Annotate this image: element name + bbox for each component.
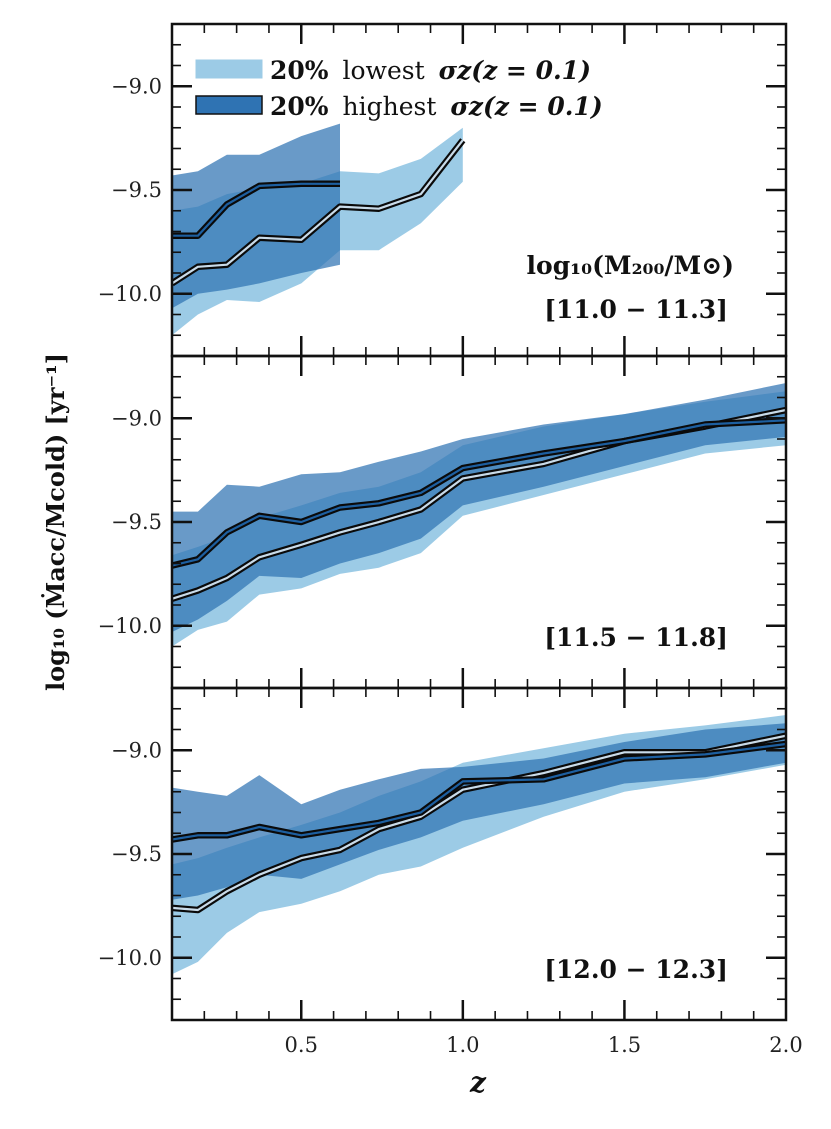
panel-plot-area — [172, 383, 786, 647]
y-tick-label: −9.5 — [111, 842, 162, 866]
panel-ticks — [172, 356, 786, 688]
band-high — [172, 383, 786, 632]
legend-low-sigma: σz(z = 0.1) — [439, 56, 591, 85]
band-high — [172, 123, 340, 309]
panel-plot-area — [172, 123, 466, 336]
panels: −9.0 −9.5 −10.0 [11.0 − 11.3] −9.0 −9.5 −10.0 [… — [98, 22, 803, 1057]
median-line-high — [172, 742, 786, 841]
legend-low-text: lowest — [343, 56, 425, 85]
legend-low-pct: 20% — [270, 56, 329, 85]
panel-ticks — [172, 688, 786, 1020]
legend-entry-low: 20% lowest σz(z = 0.1) — [270, 56, 591, 85]
legend-high-text: highest — [343, 92, 437, 121]
y-tick-label: −9.5 — [111, 178, 162, 202]
y-tick-label: −9.0 — [111, 74, 162, 98]
y-tick-label: −9.0 — [111, 406, 162, 430]
panel-2: −9.0 −9.5 −10.0 [11.5 − 11.8] — [98, 354, 788, 690]
mass-label-heading: log₁₀(M₂₀₀/M⊙) — [527, 251, 734, 280]
y-axis-title: log₁₀ (Ṁacc/Mcold) [yr⁻¹] — [41, 353, 70, 691]
panel-3: −9.0 −9.5 −10.0 [12.0 − 12.3] — [98, 686, 788, 1022]
panel-ticks — [172, 24, 786, 356]
x-tick-label: 2.0 — [769, 1033, 802, 1057]
median-line-low — [172, 734, 786, 912]
panel-mass-range: [12.0 − 12.3] — [544, 955, 728, 984]
legend-high-sigma: σz(z = 0.1) — [450, 92, 602, 121]
median-line-high — [172, 419, 786, 567]
x-tick-label: 0.5 — [285, 1033, 318, 1057]
legend-swatch-low — [195, 59, 263, 79]
panel-mass-range: [11.5 − 11.8] — [544, 623, 728, 652]
y-tick-label: −10.0 — [98, 282, 162, 306]
panel-mass-range: [11.0 − 11.3] — [544, 295, 728, 324]
legend: 20% lowest σz(z = 0.1) 20% highest σz(z … — [195, 56, 603, 121]
panel-1: −9.0 −9.5 −10.0 [11.0 − 11.3] — [98, 22, 788, 358]
y-tick-label: −10.0 — [98, 614, 162, 638]
y-tick-label: −9.0 — [111, 738, 162, 762]
x-tick-label: 1.5 — [608, 1033, 641, 1057]
legend-high-pct: 20% — [270, 92, 329, 121]
median-line-low — [172, 139, 464, 285]
y-tick-label: −9.5 — [111, 510, 162, 534]
median-line-high — [172, 182, 340, 237]
legend-entry-high: 20% highest σz(z = 0.1) — [270, 92, 603, 121]
panel-plot-area — [172, 715, 786, 975]
x-tick-labels: 0.5 1.0 1.5 2.0 — [285, 1033, 803, 1057]
x-axis-title: z — [469, 1066, 487, 1099]
x-tick-label: 1.0 — [446, 1033, 479, 1057]
y-tick-label: −10.0 — [98, 946, 162, 970]
legend-swatch-high — [195, 95, 263, 115]
